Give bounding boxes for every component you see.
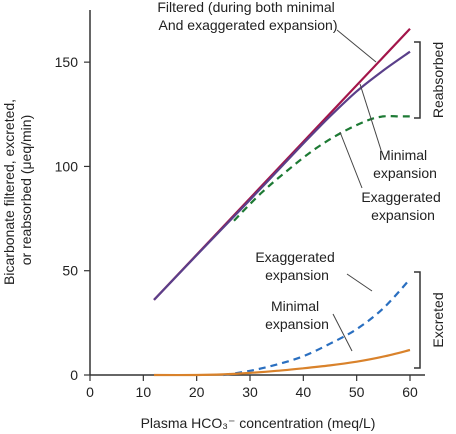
x-tick-label: 40 [296, 384, 312, 400]
annotation-exaggerated-top-line2: expansion [371, 207, 435, 223]
y-tick-label: 50 [62, 263, 78, 279]
x-tick-label: 10 [136, 384, 152, 400]
annotation-exaggerated-top: Exaggerated expansion [361, 189, 444, 223]
y-ticks: 0 50 100 150 [55, 54, 90, 383]
annotation-minimal-bottom-line1: Minimal [271, 298, 319, 314]
annotation-filtered-line2: And exaggerated expansion) [158, 17, 337, 33]
leader-filtered [336, 29, 377, 63]
leader-minimal-top [359, 83, 382, 151]
annotation-minimal-top: Minimal expansion [373, 147, 437, 181]
leader-exaggerated-bottom [346, 273, 373, 292]
y-axis-title-line2: or reabsorbed (μeq/min) [18, 115, 34, 265]
annotation-exaggerated-top-line1: Exaggerated [361, 189, 440, 205]
annotation-minimal-bottom: Minimal expansion [265, 298, 329, 332]
annotation-minimal-bottom-line2: expansion [265, 316, 329, 332]
y-axis-title-line1: Bicarbonate filtered, excreted, [1, 99, 17, 285]
annotation-filtered: Filtered (during both minimal And exagge… [157, 0, 338, 33]
x-tick-label: 0 [86, 384, 94, 400]
reabsorbed-bracket [414, 41, 421, 119]
excreted-bracket [414, 271, 421, 369]
y-tick-label: 150 [55, 54, 79, 70]
x-ticks: 0 10 20 30 40 50 60 [86, 375, 418, 400]
excreted-label: Excreted [430, 292, 446, 347]
reabsorbed-label: Reabsorbed [430, 42, 446, 118]
series-line-2 [153, 50, 411, 301]
y-axis-title: Bicarbonate filtered, excreted, or reabs… [1, 95, 34, 285]
annotation-exaggerated-bottom-line2: expansion [265, 267, 329, 283]
x-tick-label: 30 [242, 384, 258, 400]
leader-minimal-bottom [332, 313, 353, 352]
leader-exaggerated-top [339, 131, 363, 189]
x-tick-label: 60 [402, 384, 418, 400]
annotation-exaggerated-bottom-line1: Exaggerated [255, 249, 334, 265]
y-tick-label: 0 [70, 367, 78, 383]
annotation-minimal-top-line2: expansion [373, 165, 437, 181]
annotation-filtered-line1: Filtered (during both minimal [157, 0, 334, 15]
x-tick-label: 50 [349, 384, 365, 400]
x-tick-label: 20 [189, 384, 205, 400]
series-line-5 [153, 348, 411, 377]
x-axis-title: Plasma HCO₃⁻ concentration (meq/L) [141, 415, 376, 431]
series-line-4 [223, 278, 411, 377]
annotation-minimal-top-line1: Minimal [379, 147, 427, 163]
annotation-leaders [332, 29, 382, 352]
annotation-exaggerated-bottom: Exaggerated expansion [255, 249, 338, 283]
y-tick-label: 100 [55, 158, 79, 174]
